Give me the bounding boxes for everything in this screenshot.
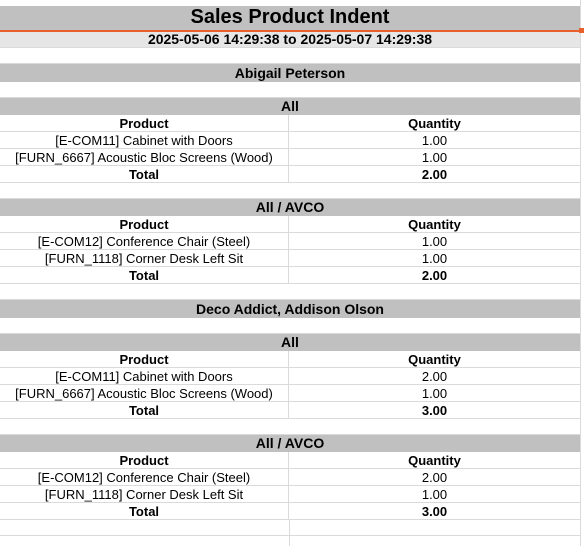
quantity-cell: 1.00 [421,132,448,148]
total-row[interactable]: Total 3.00 [0,503,580,520]
customer-row[interactable]: Abigail Peterson [0,64,580,82]
total-row[interactable]: Total 2.00 [0,267,580,284]
column-header-quantity: Quantity [408,351,461,367]
section-title-row[interactable]: All / AVCO [0,435,580,452]
column-header-quantity: Quantity [408,452,461,468]
product-cell: [FURN_1118] Corner Desk Left Sit [0,486,289,502]
total-row[interactable]: Total 2.00 [0,166,580,183]
date-range: 2025-05-06 14:29:38 to 2025-05-07 14:29:… [147,30,433,47]
section-title: All [281,98,299,114]
column-header-product: Product [0,351,289,367]
table-row[interactable]: [FURN_1118] Corner Desk Left Sit 1.00 [0,486,580,503]
selection-fill-handle[interactable] [579,28,584,33]
total-value: 3.00 [421,503,448,519]
table-header-row[interactable]: Product Quantity [0,115,580,132]
date-range-row[interactable]: 2025-05-06 14:29:38 to 2025-05-07 14:29:… [0,30,580,48]
product-cell: [FURN_1118] Corner Desk Left Sit [0,250,289,266]
product-cell: [FURN_6667] Acoustic Bloc Screens (Wood) [0,385,289,401]
quantity-cell: 2.00 [421,368,448,384]
product-cell: [E-COM12] Conference Chair (Steel) [0,233,289,249]
section-title-row[interactable]: All [0,98,580,115]
column-header-quantity: Quantity [408,115,461,131]
table-row[interactable]: [FURN_1118] Corner Desk Left Sit 1.00 [0,250,580,267]
total-row[interactable]: Total 3.00 [0,402,580,419]
total-value: 2.00 [421,267,448,283]
total-value: 3.00 [421,402,448,418]
gridline-right [580,0,581,546]
table-header-row[interactable]: Product Quantity [0,216,580,233]
spacer-row[interactable] [0,520,580,536]
total-value: 2.00 [421,166,448,182]
customer-name: Deco Addict, Addison Olson [196,300,384,317]
quantity-cell: 1.00 [421,250,448,266]
spacer-row[interactable] [0,284,580,300]
cell-selection-border [0,30,582,32]
table-header-row[interactable]: Product Quantity [0,351,580,368]
section-title-row[interactable]: All [0,334,580,351]
section-title: All / AVCO [255,199,325,215]
customer-row[interactable]: Deco Addict, Addison Olson [0,300,580,318]
table-header-row[interactable]: Product Quantity [0,452,580,469]
column-header-product: Product [0,216,289,232]
table-row[interactable]: [FURN_6667] Acoustic Bloc Screens (Wood)… [0,385,580,402]
quantity-cell: 1.00 [421,486,448,502]
column-header-quantity: Quantity [408,216,461,232]
total-label: Total [0,267,289,283]
column-header-product: Product [0,115,289,131]
table-row[interactable]: [E-COM12] Conference Chair (Steel) 2.00 [0,469,580,486]
customer-name: Abigail Peterson [234,64,346,81]
quantity-cell: 1.00 [421,233,448,249]
column-divider [289,520,290,546]
spacer-row[interactable] [0,82,580,98]
report-title-row[interactable]: Sales Product Indent [0,6,580,30]
section-title: All [281,334,299,350]
product-cell: [E-COM11] Cabinet with Doors [0,132,289,148]
spacer-row[interactable] [0,318,580,334]
quantity-cell: 1.00 [421,149,448,165]
product-cell: [FURN_6667] Acoustic Bloc Screens (Wood) [0,149,289,165]
column-header-product: Product [0,452,289,468]
section-title: All / AVCO [255,435,325,451]
spacer-row[interactable] [0,48,580,64]
quantity-cell: 1.00 [421,385,448,401]
total-label: Total [0,402,289,418]
product-cell: [E-COM11] Cabinet with Doors [0,368,289,384]
total-label: Total [0,503,289,519]
quantity-cell: 2.00 [421,469,448,485]
table-row[interactable]: [FURN_6667] Acoustic Bloc Screens (Wood)… [0,149,580,166]
table-row[interactable]: [E-COM11] Cabinet with Doors 1.00 [0,132,580,149]
section-title-row[interactable]: All / AVCO [0,199,580,216]
table-row[interactable]: [E-COM11] Cabinet with Doors 2.00 [0,368,580,385]
spacer-row[interactable] [0,419,580,435]
product-cell: [E-COM12] Conference Chair (Steel) [0,469,289,485]
table-row[interactable]: [E-COM12] Conference Chair (Steel) 1.00 [0,233,580,250]
spacer-row[interactable] [0,183,580,199]
total-label: Total [0,166,289,182]
report-title: Sales Product Indent [190,6,390,28]
